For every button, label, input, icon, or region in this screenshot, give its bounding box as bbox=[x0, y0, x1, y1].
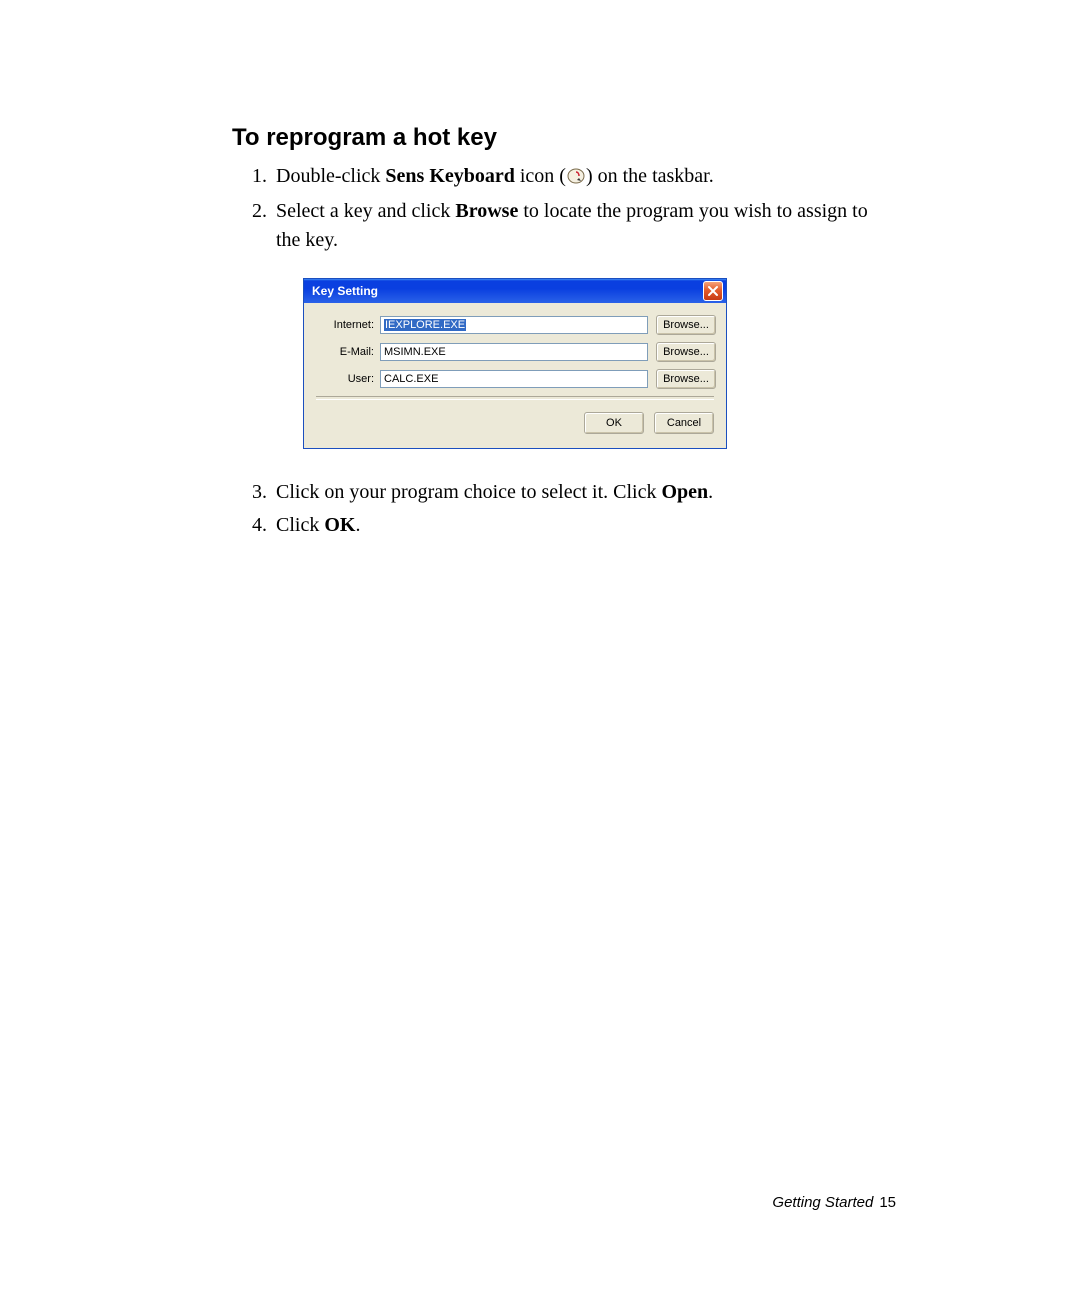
dialog-title: Key Setting bbox=[312, 284, 378, 298]
section-heading: To reprogram a hot key bbox=[232, 124, 896, 152]
step-1: Double-click Sens Keyboard icon ( ) on th… bbox=[272, 162, 896, 193]
row-internet: Internet: IEXPLORE.EXE Browse... bbox=[314, 315, 716, 335]
step-4: Click OK. bbox=[272, 511, 896, 540]
browse-button-email[interactable]: Browse... bbox=[656, 342, 716, 362]
step-4-text-a: Click bbox=[276, 514, 324, 536]
page-footer: Getting Started 15 bbox=[772, 1194, 896, 1211]
instruction-list-continued: Click on your program choice to select i… bbox=[232, 478, 896, 540]
input-email-value: MSIMN.EXE bbox=[384, 346, 446, 358]
step-1-text-c: icon ( bbox=[515, 165, 566, 187]
input-internet-value: IEXPLORE.EXE bbox=[384, 319, 466, 331]
input-internet[interactable]: IEXPLORE.EXE bbox=[380, 316, 648, 334]
browse-button-user[interactable]: Browse... bbox=[656, 369, 716, 389]
close-icon bbox=[707, 285, 719, 297]
step-3-text-a: Click on your program choice to select i… bbox=[276, 481, 661, 503]
step-3-text-c: . bbox=[708, 481, 713, 503]
browse-button-internet[interactable]: Browse... bbox=[656, 315, 716, 335]
step-4-text-c: . bbox=[355, 514, 360, 536]
separator bbox=[316, 396, 714, 400]
step-3: Click on your program choice to select i… bbox=[272, 478, 896, 507]
step-1-text-d: ) on the taskbar. bbox=[586, 165, 714, 187]
sens-keyboard-icon bbox=[566, 164, 586, 193]
input-email[interactable]: MSIMN.EXE bbox=[380, 343, 648, 361]
step-2-bold: Browse bbox=[455, 200, 518, 222]
label-user: User: bbox=[314, 373, 380, 385]
dialog-titlebar: Key Setting bbox=[304, 279, 726, 303]
instruction-list: Double-click Sens Keyboard icon ( ) on th… bbox=[232, 162, 896, 255]
label-email: E-Mail: bbox=[314, 346, 380, 358]
step-4-bold: OK bbox=[324, 514, 355, 536]
step-1-text-a: Double-click bbox=[276, 165, 385, 187]
dialog-button-row: OK Cancel bbox=[314, 412, 716, 440]
dialog-screenshot: Key Setting Internet: IEXPLORE.EXE Brows… bbox=[304, 279, 896, 448]
row-email: E-Mail: MSIMN.EXE Browse... bbox=[314, 342, 716, 362]
step-2: Select a key and click Browse to locate … bbox=[272, 197, 896, 255]
close-button[interactable] bbox=[703, 281, 723, 301]
footer-page-number: 15 bbox=[879, 1194, 896, 1211]
key-setting-dialog: Key Setting Internet: IEXPLORE.EXE Brows… bbox=[304, 279, 726, 448]
dialog-body: Internet: IEXPLORE.EXE Browse... E-Mail:… bbox=[304, 303, 726, 448]
cancel-button[interactable]: Cancel bbox=[654, 412, 714, 434]
input-user-value: CALC.EXE bbox=[384, 373, 438, 385]
document-page: To reprogram a hot key Double-click Sens… bbox=[0, 0, 1080, 1309]
footer-section: Getting Started bbox=[772, 1194, 873, 1211]
step-1-bold: Sens Keyboard bbox=[385, 165, 514, 187]
input-user[interactable]: CALC.EXE bbox=[380, 370, 648, 388]
row-user: User: CALC.EXE Browse... bbox=[314, 369, 716, 389]
ok-button[interactable]: OK bbox=[584, 412, 644, 434]
label-internet: Internet: bbox=[314, 319, 380, 331]
step-3-bold: Open bbox=[661, 481, 708, 503]
step-2-text-a: Select a key and click bbox=[276, 200, 455, 222]
